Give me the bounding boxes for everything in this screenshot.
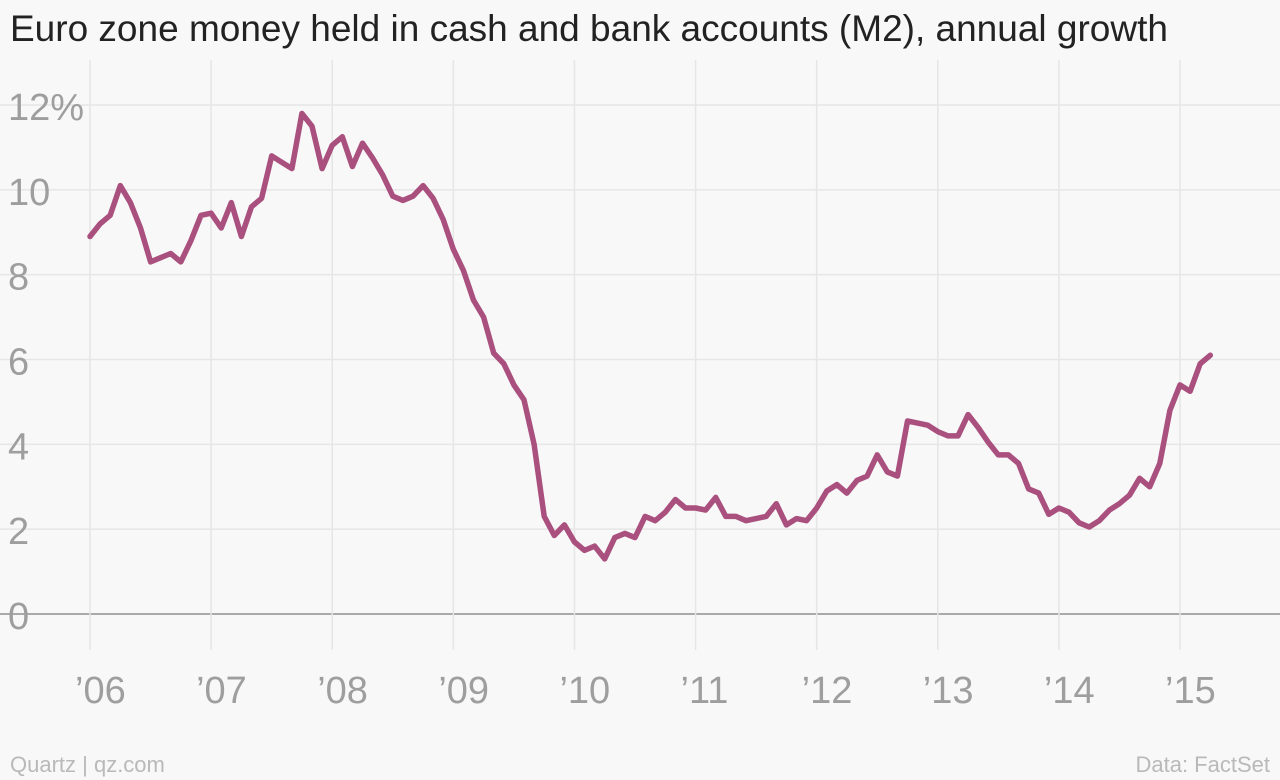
- x-tick-label: ’14: [1044, 670, 1095, 712]
- x-tick-label: ’13: [923, 670, 974, 712]
- x-tick-label: ’07: [196, 670, 247, 712]
- series-layer: [87, 110, 1214, 562]
- chart-title: Euro zone money held in cash and bank ac…: [10, 8, 1168, 49]
- x-tick-label: ’06: [75, 670, 126, 712]
- x-tick-label: ’10: [559, 670, 610, 712]
- tick-label-layer: 0 2 4 6 8 10 12% ’06 ’07 ’08 ’09 ’10 ’11 ’12 ’13 ’14 ’15: [8, 87, 1216, 712]
- y-tick-label: 8: [8, 257, 29, 299]
- y-tick-label: 2: [8, 511, 29, 553]
- x-tick-label: ’11: [681, 670, 729, 712]
- footer-source: Quartz | qz.com: [10, 752, 165, 777]
- x-tick-label: ’15: [1165, 670, 1216, 712]
- grid-layer: [0, 60, 1280, 650]
- series-line: [87, 110, 1214, 562]
- y-tick-label: 4: [8, 426, 29, 468]
- x-tick-label: ’08: [317, 670, 368, 712]
- x-tick-label: ’12: [802, 670, 853, 712]
- y-tick-label: 10: [8, 172, 50, 214]
- y-tick-label: 6: [8, 342, 29, 384]
- y-tick-label: 12%: [8, 87, 84, 129]
- y-tick-label: 0: [8, 596, 29, 638]
- footer-credit: Data: FactSet: [1135, 752, 1270, 777]
- x-tick-label: ’09: [438, 670, 489, 712]
